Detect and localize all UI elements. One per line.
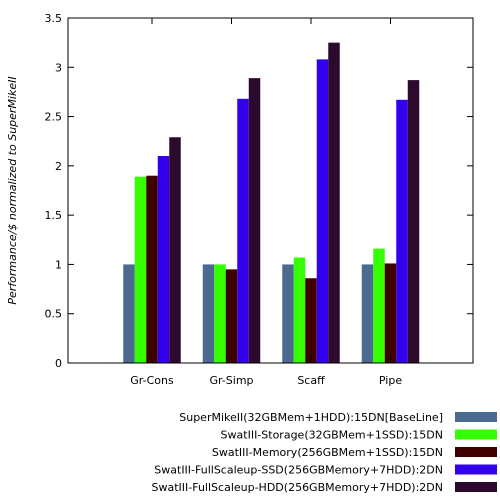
x-tick-label: Gr-Simp <box>209 374 253 387</box>
bar-gr-cons-series-4 <box>157 156 170 363</box>
bar-gr-simp-series-1 <box>202 264 215 363</box>
bar-gr-cons-series-5 <box>169 137 181 363</box>
bar-pipe-series-5 <box>407 80 420 363</box>
bar-gr-cons-series-2 <box>134 176 147 363</box>
y-tick-label: 0 <box>55 357 62 370</box>
bar-gr-simp-series-5 <box>248 78 261 363</box>
bar-gr-simp-series-2 <box>214 264 226 363</box>
x-tick-label: Gr-Cons <box>130 374 174 387</box>
bar-scaff-series-4 <box>316 59 329 364</box>
legend-swatch <box>455 464 497 475</box>
legend-label: SwatIII-FullScaleup-HDD(256GBMemory+7HDD… <box>152 481 444 494</box>
legend-label: SuperMikeII(32GBMem+1HDD):15DN[BaseLine] <box>179 411 443 424</box>
legend-label: SwatIII-Memory(256GBMem+1SSD):15DN <box>212 446 443 459</box>
legend-swatch <box>455 482 497 492</box>
y-tick-label: 3 <box>55 61 62 74</box>
bar-scaff-series-5 <box>328 42 340 364</box>
y-tick-label: 3.5 <box>45 12 63 25</box>
bar-gr-cons-series-3 <box>146 175 158 363</box>
bar-pipe-series-3 <box>384 263 397 363</box>
y-tick-label: 2 <box>55 160 62 173</box>
legend-swatch <box>455 429 497 440</box>
plot-frame <box>67 17 474 364</box>
x-tick-label: Scaff <box>297 374 325 387</box>
bar-gr-simp-series-3 <box>225 269 238 363</box>
legend-label: SwatIII-FullScaleup-SSD(256GBMemory+7HDD… <box>154 464 443 477</box>
y-tick-label: 1 <box>55 258 62 271</box>
bar-scaff-series-1 <box>282 264 294 363</box>
bar-pipe-series-1 <box>361 264 374 363</box>
y-tick-label: 1.5 <box>45 209 63 222</box>
legend-label: SwatIII-Storage(32GBMem+1SSD):15DN <box>221 429 443 442</box>
y-axis-label: Performance/$ normalized to SuperMikeII <box>6 76 19 304</box>
bar-scaff-series-3 <box>305 278 317 363</box>
bar-pipe-series-2 <box>373 248 385 363</box>
bar-pipe-series-4 <box>396 99 408 364</box>
legend-swatch <box>455 447 497 457</box>
bar-gr-simp-series-4 <box>237 98 249 363</box>
x-tick-label: Pipe <box>379 374 402 387</box>
bar-gr-cons-series-1 <box>123 264 135 363</box>
legend-swatch <box>455 412 497 422</box>
bar-scaff-series-2 <box>293 257 306 363</box>
y-tick-label: 2.5 <box>45 111 63 124</box>
y-tick-label: 0.5 <box>45 308 63 321</box>
